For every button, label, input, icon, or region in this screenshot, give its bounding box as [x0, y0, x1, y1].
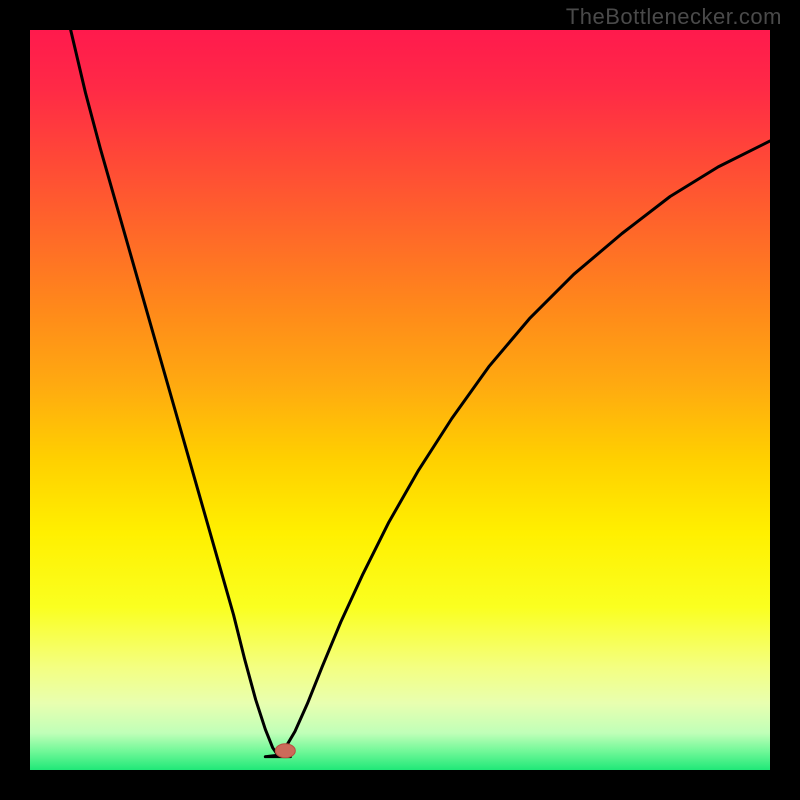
bottleneck-curve	[30, 30, 770, 770]
watermark-text: TheBottlenecker.com	[566, 4, 782, 30]
chart-frame: TheBottlenecker.com	[0, 0, 800, 800]
plot-area	[30, 30, 770, 770]
curve-path	[71, 30, 770, 757]
optimum-marker	[275, 744, 295, 758]
